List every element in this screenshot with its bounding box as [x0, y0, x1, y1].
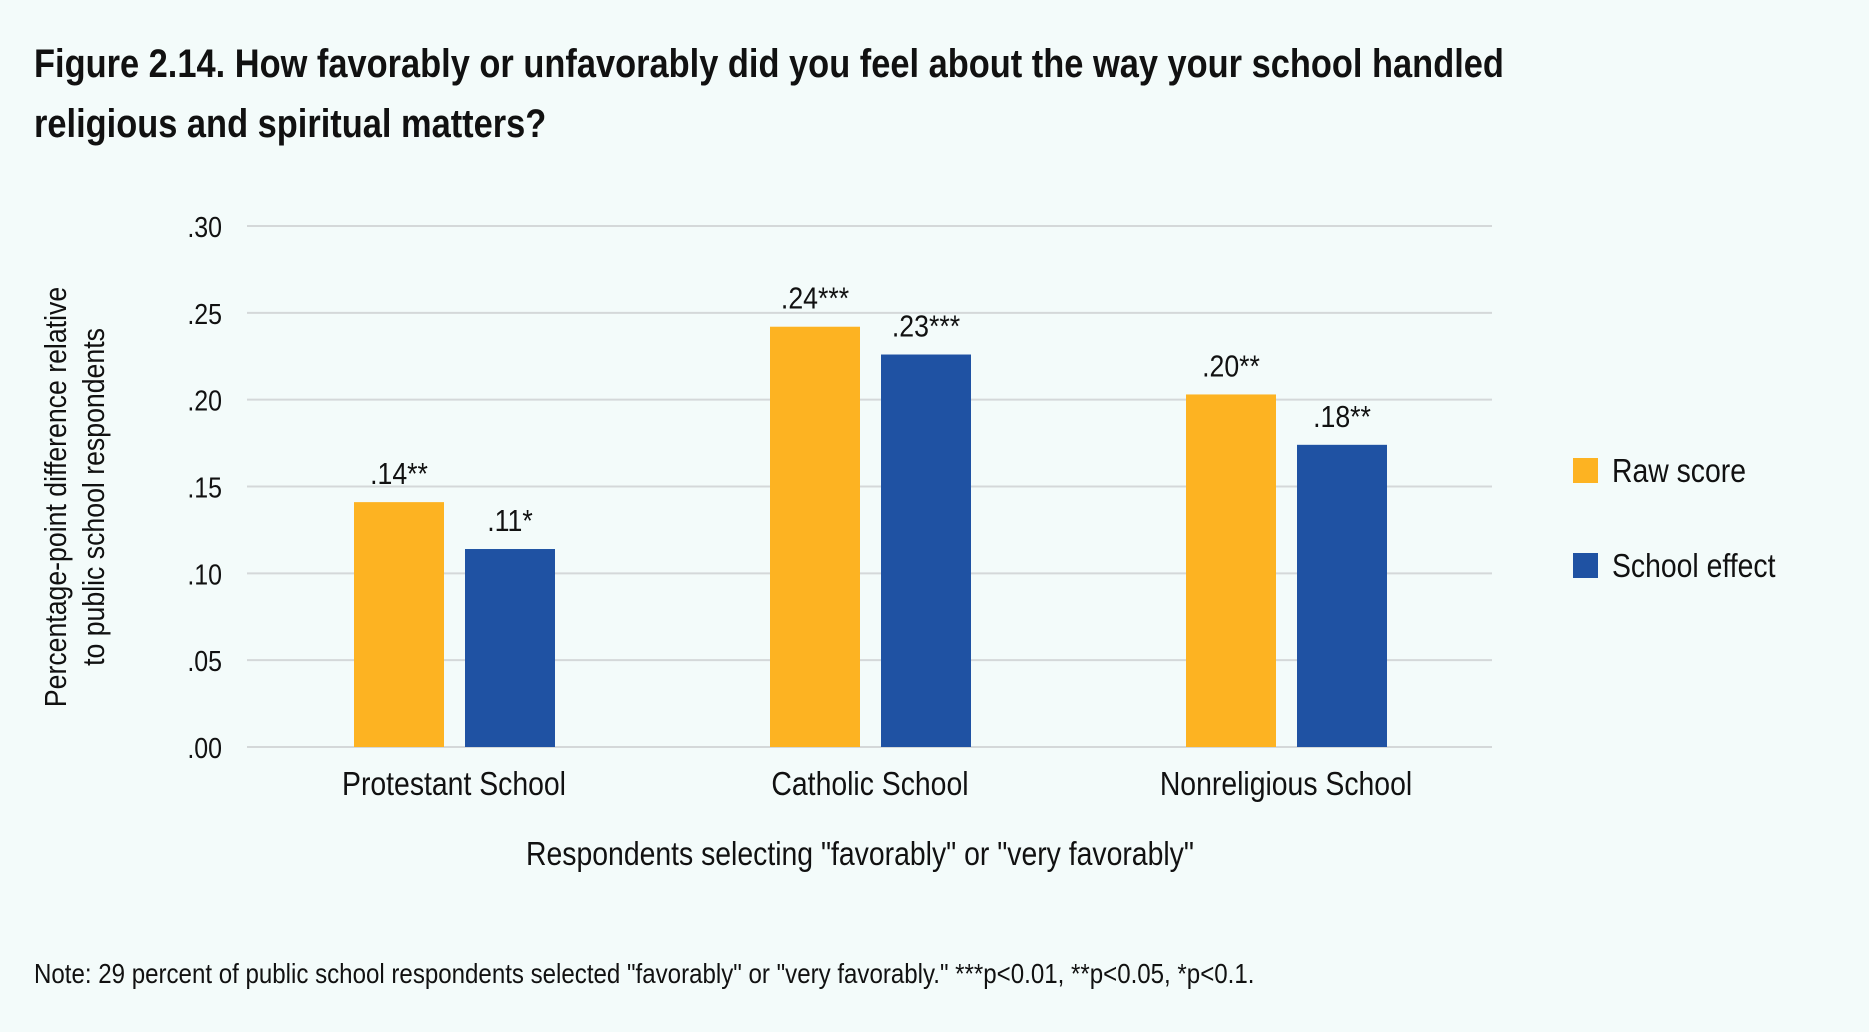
x-tick-label: Catholic School	[771, 765, 968, 803]
y-tick-label: .05	[187, 645, 222, 677]
legend-label: School effect	[1612, 547, 1776, 585]
bar-raw-score	[354, 502, 444, 747]
data-label: .20**	[1202, 350, 1260, 384]
bar-school-effect	[881, 354, 971, 747]
legend-label: Raw score	[1612, 452, 1746, 490]
data-label: .24***	[781, 282, 849, 316]
x-axis-label: Respondents selecting "favorably" or "ve…	[526, 835, 1194, 873]
chart-title: Figure 2.14. How favorably or unfavorabl…	[34, 42, 1504, 146]
bar-raw-score	[1186, 394, 1276, 747]
chart-note: Note: 29 percent of public school respon…	[34, 958, 1255, 989]
x-tick-label: Protestant School	[342, 765, 566, 803]
data-label: .11*	[487, 504, 532, 538]
bar-raw-score	[770, 326, 860, 747]
y-tick-label: .00	[187, 732, 222, 764]
y-tick-label: .20	[187, 385, 222, 417]
y-tick-label: .30	[187, 211, 222, 243]
y-tick-label: .15	[187, 472, 222, 504]
bar-school-effect	[1297, 444, 1387, 747]
legend-swatch	[1573, 553, 1598, 578]
data-label: .23***	[892, 310, 960, 344]
y-axis-label: Percentage-point difference relative	[39, 287, 73, 707]
x-tick-label: Nonreligious School	[1160, 765, 1412, 803]
y-tick-label: .25	[187, 298, 222, 330]
legend-swatch	[1573, 458, 1598, 483]
data-label: .18**	[1313, 400, 1371, 434]
bar-school-effect	[465, 549, 555, 747]
y-tick-label: .10	[187, 559, 222, 591]
y-axis-label: to public school respondents	[77, 328, 111, 666]
data-label: .14**	[370, 457, 428, 491]
